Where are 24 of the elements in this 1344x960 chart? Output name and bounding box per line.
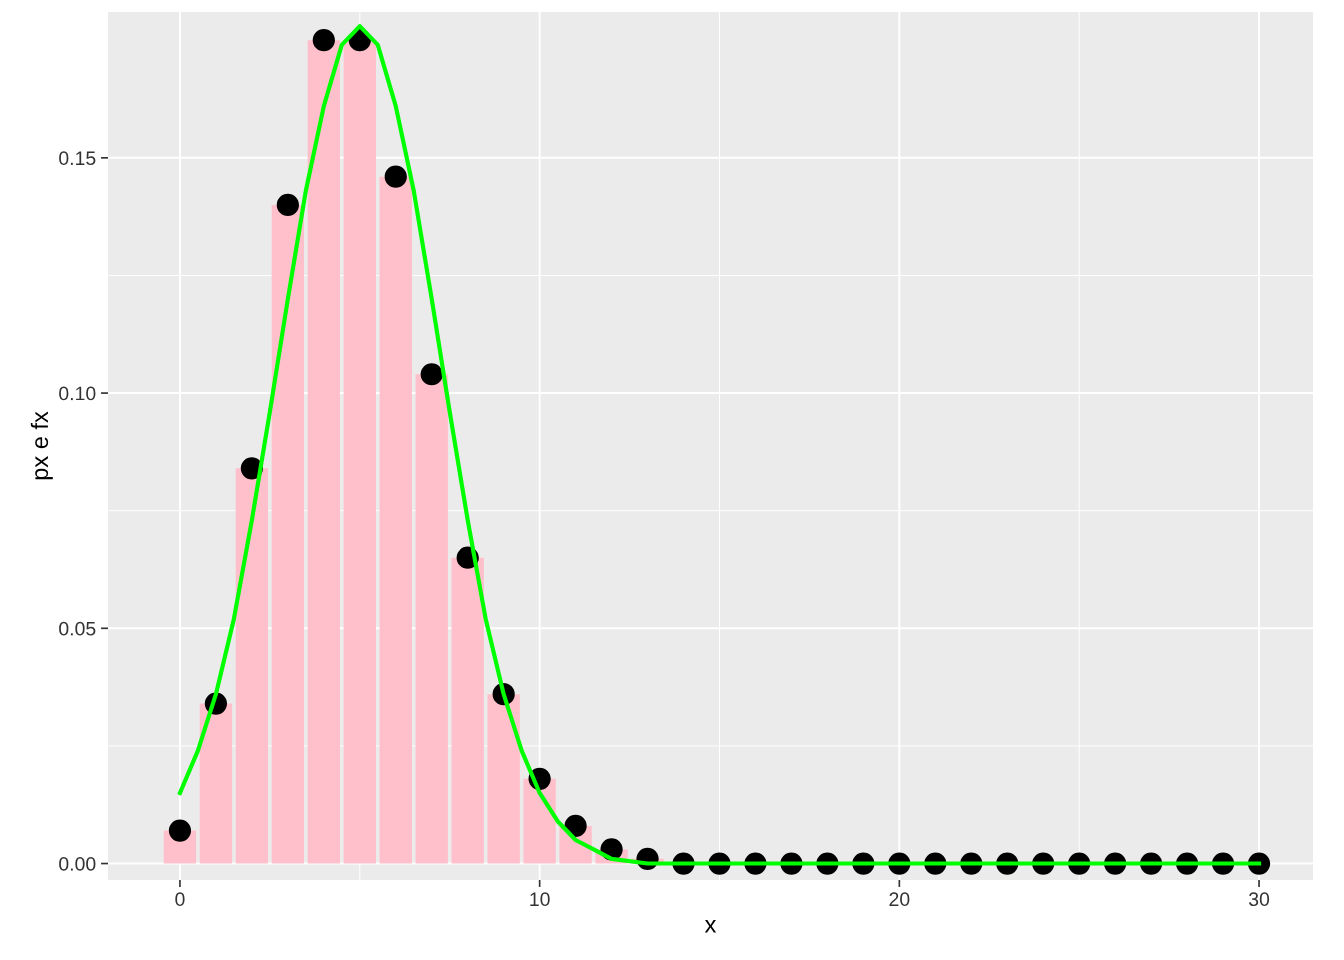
y-tick-label: 0.05 (59, 621, 96, 636)
point (312, 29, 335, 52)
bar (415, 374, 448, 864)
bar (487, 694, 520, 864)
bar (235, 468, 269, 864)
bar (343, 40, 376, 864)
bar (379, 176, 412, 864)
bar (271, 204, 305, 864)
point (168, 819, 192, 842)
x-tick-label: 30 (1248, 892, 1270, 907)
x-tick-label: 0 (175, 892, 185, 907)
y-tick-label: 0.00 (59, 857, 96, 871)
y-tick-label: 0.15 (59, 151, 96, 166)
x-tick-label: 20 (889, 892, 910, 907)
y-tick-label: 0.10 (59, 386, 96, 401)
point (420, 363, 443, 386)
bar (451, 557, 484, 864)
bar (307, 40, 341, 864)
x-axis-title: x (704, 920, 717, 933)
y-axis-title: px e fx (30, 411, 53, 480)
point (276, 193, 299, 216)
x-tick-label: 10 (530, 892, 550, 907)
bar (199, 703, 233, 864)
point (384, 165, 407, 188)
